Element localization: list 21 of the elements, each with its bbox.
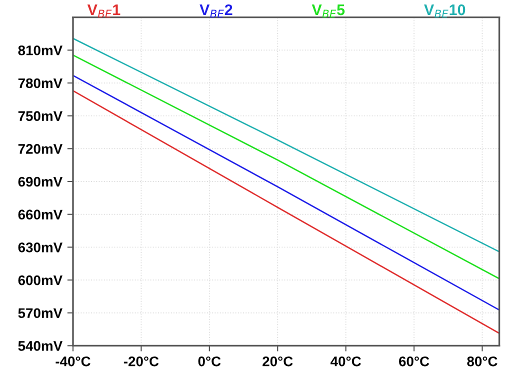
y-tick-label: 600mV: [18, 275, 62, 286]
y-tick-label: 540mV: [18, 341, 62, 351]
x-tick-label: -20°C: [124, 356, 159, 366]
x-tick-label: 0°C: [198, 356, 221, 366]
y-tick-label: 750mV: [18, 111, 62, 121]
x-tick-label: 80°C: [467, 356, 498, 366]
y-tick-label: 810mV: [18, 45, 62, 56]
x-tick-label: 60°C: [399, 356, 430, 366]
x-tick-label: -40°C: [56, 356, 90, 366]
y-tick-label: 690mV: [18, 176, 62, 187]
x-tick-label: 20°C: [262, 356, 293, 366]
y-tick-label: 780mV: [18, 78, 62, 88]
text: V$_{BE}$2: [200, 4, 232, 18]
x-tick-label: 40°C: [330, 356, 361, 366]
y-tick-label: 720mV: [18, 144, 62, 154]
y-tick-label: 630mV: [18, 242, 62, 252]
text: V$_{BE}$10: [424, 4, 466, 18]
y-tick-label: 570mV: [18, 308, 62, 318]
text: V$_{BE}$5: [312, 4, 345, 18]
text: V$_{BE}$1: [87, 4, 120, 18]
y-tick-label: 660mV: [18, 210, 62, 220]
